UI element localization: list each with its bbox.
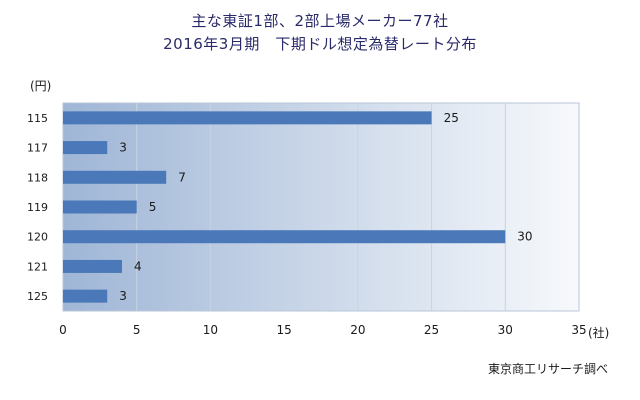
bar — [63, 170, 167, 184]
bars-group: 25 3 7 5 30 4 3 — [63, 111, 533, 303]
x-tick-labels: 0 5 10 15 20 25 30 35 — [59, 323, 586, 337]
y-axis-unit-label: (円) — [30, 79, 51, 93]
bar — [63, 289, 108, 303]
source-note: 東京商工リサーチ調べ — [487, 362, 608, 376]
bar-value-label: 25 — [444, 111, 459, 125]
bar — [63, 200, 137, 214]
bar — [63, 230, 506, 244]
chart-title-line2: 2016年3月期 下期ドル想定為替レート分布 — [163, 35, 477, 53]
bar-value-label: 30 — [517, 230, 532, 244]
x-tick-label: 35 — [571, 323, 586, 337]
category-labels: 115 117 118 119 120 121 125 — [27, 112, 48, 303]
x-tick-label: 30 — [498, 323, 513, 337]
x-axis-unit-label: (社) — [588, 325, 609, 340]
bar — [63, 259, 122, 273]
bar — [63, 111, 432, 125]
bar-value-label: 5 — [149, 200, 157, 214]
chart-title-line1: 主な東証1部、2部上場メーカー77社 — [191, 12, 449, 30]
x-tick-label: 10 — [203, 323, 218, 337]
bar-value-label: 3 — [119, 289, 127, 303]
bar — [63, 141, 108, 155]
bar-value-label: 3 — [119, 141, 127, 155]
x-tick-label: 5 — [133, 323, 141, 337]
category-label: 119 — [27, 201, 48, 214]
category-label: 125 — [27, 290, 48, 303]
category-label: 117 — [27, 142, 48, 155]
category-label: 121 — [27, 260, 48, 273]
plot-area — [62, 102, 580, 312]
bar-value-label: 4 — [134, 259, 142, 273]
x-tick-label: 15 — [277, 323, 292, 337]
category-label: 118 — [27, 171, 48, 184]
x-tick-label: 20 — [350, 323, 365, 337]
x-tick-label: 0 — [59, 323, 67, 337]
category-label: 115 — [27, 112, 48, 125]
category-label: 120 — [27, 231, 48, 244]
bar-value-label: 7 — [178, 170, 186, 184]
x-tick-label: 25 — [424, 323, 439, 337]
